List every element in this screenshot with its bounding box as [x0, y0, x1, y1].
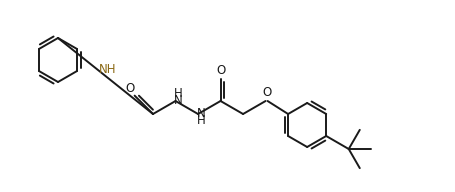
Text: O: O: [216, 64, 225, 77]
Text: O: O: [125, 82, 134, 95]
Text: N: N: [174, 94, 182, 108]
Text: H: H: [196, 114, 205, 127]
Text: NH: NH: [99, 64, 116, 76]
Text: O: O: [261, 87, 271, 99]
Text: N: N: [196, 108, 205, 121]
Text: H: H: [174, 88, 182, 100]
